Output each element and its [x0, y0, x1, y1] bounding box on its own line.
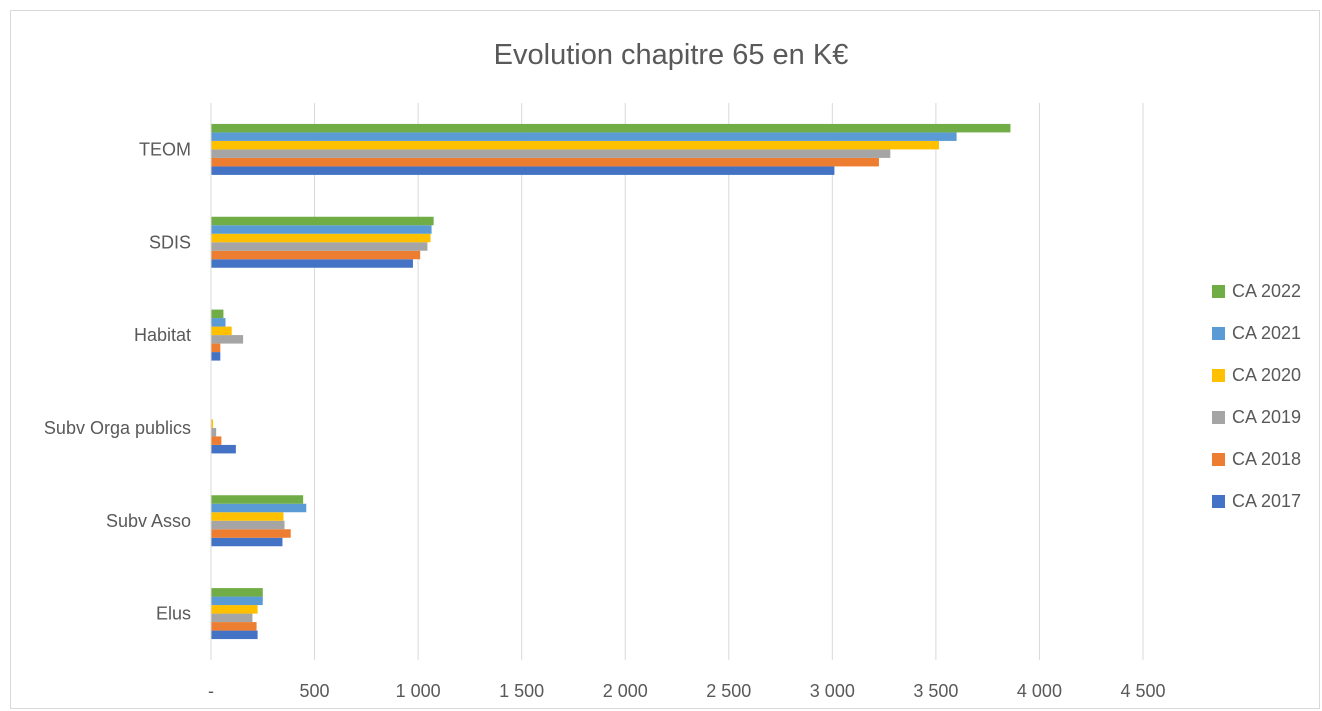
bar-ca-2021 [211, 132, 957, 141]
bar-ca-2022 [211, 588, 263, 597]
bar-ca-2019 [211, 242, 428, 251]
bar-ca-2020 [211, 512, 284, 521]
legend-swatch [1212, 327, 1225, 340]
bar-ca-2018 [211, 250, 421, 260]
x-tick-label: 2 000 [603, 681, 648, 701]
bar-ca-2017 [211, 537, 283, 547]
bar-ca-2017 [211, 630, 258, 640]
bar-ca-2017 [211, 166, 835, 175]
category-label: Subv Orga publics [44, 418, 191, 438]
legend-label: CA 2022 [1232, 281, 1301, 301]
bar-ca-2020 [211, 605, 258, 614]
legend: CA 2022 CA 2021 CA 2020 CA 2019 CA 2018 CA 20… [1212, 281, 1301, 511]
bar-ca-2017 [211, 259, 413, 268]
legend-swatch [1212, 369, 1225, 382]
bar-ca-2019 [211, 335, 244, 344]
x-tick-label: 1 500 [499, 681, 544, 701]
x-tick-label: 500 [300, 681, 330, 701]
category-label: TEOM [139, 139, 191, 159]
category-label: Habitat [134, 325, 191, 345]
x-tick-labels: - 500 1 000 1 500 2 000 2 500 3 000 3 500 4 000 4… [208, 681, 1166, 701]
x-tick-label: 4 000 [1017, 681, 1062, 701]
legend-label: CA 2019 [1232, 407, 1301, 427]
bar-ca-2022 [211, 123, 1011, 133]
bar-ca-2021 [211, 503, 307, 513]
bar-ca-2017 [211, 352, 221, 361]
category-label: Elus [156, 604, 191, 624]
bar-ca-2018 [211, 529, 291, 538]
bar-ca-2020 [211, 326, 232, 336]
bar-ca-2019 [211, 520, 285, 530]
bar-ca-2019 [211, 427, 217, 437]
legend-label: CA 2018 [1232, 449, 1301, 469]
bar-ca-2021 [211, 318, 226, 327]
bar-ca-2017 [211, 444, 236, 454]
bar-ca-2021 [211, 225, 432, 234]
legend-label: CA 2017 [1232, 491, 1301, 511]
x-tick-label: 4 500 [1120, 681, 1165, 701]
bar-ca-2019 [211, 613, 253, 623]
legend-swatch [1212, 411, 1225, 424]
bar-ca-2020 [211, 140, 939, 150]
bar-ca-2018 [211, 622, 257, 631]
category-labels: Elus Subv Asso Subv Orga publics Habitat SDI… [44, 139, 191, 623]
bar-ca-2020 [211, 419, 214, 428]
bar-ca-2021 [211, 596, 263, 606]
bar-ca-2018 [211, 157, 879, 167]
x-tick-label: 2 500 [706, 681, 751, 701]
legend-label: CA 2020 [1232, 365, 1301, 385]
x-tick-label: 3 500 [913, 681, 958, 701]
legend-label: CA 2021 [1232, 323, 1301, 343]
category-label: SDIS [149, 232, 191, 252]
category-label: Subv Asso [106, 511, 191, 531]
legend-swatch [1212, 495, 1225, 508]
legend-swatch [1212, 285, 1225, 298]
x-tick-label: 3 000 [810, 681, 855, 701]
legend-swatch [1212, 453, 1225, 466]
bar-ca-2018 [211, 436, 222, 445]
bar-ca-2020 [211, 233, 431, 243]
bar-ca-2022 [211, 309, 224, 319]
bar-ca-2018 [211, 343, 221, 353]
bar-ca-2022 [211, 216, 434, 226]
chart-title: Evolution chapitre 65 en K€ [494, 39, 849, 71]
bar-ca-2022 [211, 495, 304, 504]
x-tick-label: - [208, 681, 214, 701]
x-tick-label: 1 000 [396, 681, 441, 701]
gridlines [314, 103, 1144, 660]
bar-ca-2019 [211, 149, 891, 158]
bars [211, 123, 1011, 640]
